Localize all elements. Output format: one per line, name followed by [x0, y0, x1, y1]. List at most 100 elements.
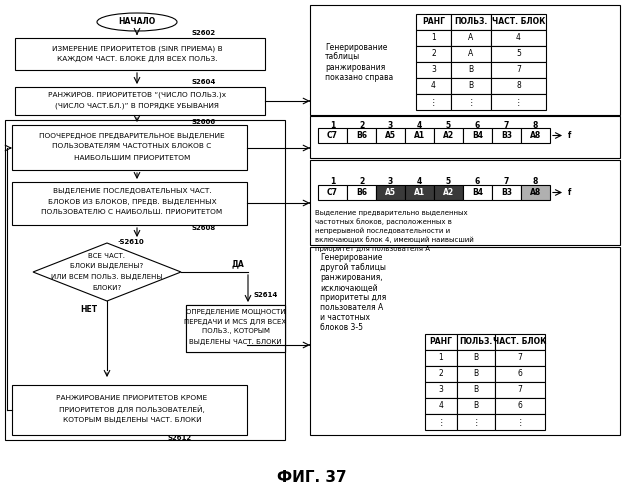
Text: и частотных: и частотных — [320, 314, 370, 322]
Bar — [491, 62, 546, 78]
Text: 1: 1 — [330, 178, 335, 186]
Bar — [376, 185, 405, 200]
Bar — [495, 350, 545, 366]
Text: ⋮: ⋮ — [438, 418, 445, 426]
Bar — [416, 78, 451, 94]
Text: 5: 5 — [446, 120, 451, 130]
Bar — [12, 125, 247, 170]
Bar — [318, 185, 347, 200]
Bar — [491, 46, 546, 62]
Text: ПООЧЕРЕДНОЕ ПРЕДВАРИТЕЛЬНОЕ ВЫДЕЛЕНИЕ: ПООЧЕРЕДНОЕ ПРЕДВАРИТЕЛЬНОЕ ВЫДЕЛЕНИЕ — [39, 132, 225, 138]
Text: ПОЛЬЗ.: ПОЛЬЗ. — [459, 338, 492, 346]
Bar — [457, 382, 495, 398]
Ellipse shape — [97, 13, 177, 31]
Bar — [451, 94, 491, 110]
Bar — [491, 78, 546, 94]
Bar — [310, 5, 620, 115]
Text: S2612: S2612 — [167, 435, 191, 441]
Bar — [347, 185, 376, 200]
Text: ВСЕ ЧАСТ.: ВСЕ ЧАСТ. — [89, 253, 126, 259]
Text: 6: 6 — [475, 178, 480, 186]
Bar — [521, 128, 550, 143]
Text: B4: B4 — [472, 188, 483, 197]
Text: другой таблицы: другой таблицы — [320, 264, 386, 272]
Text: пользователя А: пользователя А — [320, 304, 383, 312]
Text: Генерирование: Генерирование — [320, 254, 382, 262]
Text: БЛОКИ?: БЛОКИ? — [92, 285, 122, 291]
Text: ИЛИ ВСЕМ ПОЛЬЗ. ВЫДЕЛЕНЫ: ИЛИ ВСЕМ ПОЛЬЗ. ВЫДЕЛЕНЫ — [51, 274, 162, 280]
Text: B: B — [469, 66, 474, 74]
Text: 8: 8 — [532, 120, 538, 130]
Text: A: A — [468, 50, 474, 58]
Bar — [457, 398, 495, 414]
Bar — [186, 305, 285, 352]
Bar — [347, 128, 376, 143]
Text: БЛОКИ ВЫДЕЛЕНЫ?: БЛОКИ ВЫДЕЛЕНЫ? — [71, 263, 144, 269]
Text: S2604: S2604 — [192, 79, 216, 85]
Text: 4: 4 — [431, 82, 436, 90]
Text: ОПРЕДЕЛЕНИЕ МОЩНОСТИ: ОПРЕДЕЛЕНИЕ МОЩНОСТИ — [186, 308, 285, 314]
Text: ИЗМЕРЕНИЕ ПРИОРИТЕТОВ (SINR ПРИЕМА) В: ИЗМЕРЕНИЕ ПРИОРИТЕТОВ (SINR ПРИЕМА) В — [52, 46, 222, 52]
Text: исключающей: исключающей — [320, 284, 378, 292]
Bar — [495, 366, 545, 382]
Text: ФИГ. 37: ФИГ. 37 — [278, 470, 347, 486]
Bar — [318, 128, 347, 143]
Text: показано справа: показано справа — [325, 72, 393, 82]
Bar — [15, 38, 265, 70]
Text: 4: 4 — [516, 34, 521, 42]
Bar — [310, 160, 620, 245]
Text: КОТОРЫМ ВЫДЕЛЕНЫ ЧАСТ. БЛОКИ: КОТОРЫМ ВЫДЕЛЕНЫ ЧАСТ. БЛОКИ — [62, 417, 201, 423]
Text: ВЫДЕЛЕНЫ ЧАСТ. БЛОКИ: ВЫДЕЛЕНЫ ЧАСТ. БЛОКИ — [189, 338, 282, 344]
Text: 7: 7 — [516, 66, 521, 74]
Text: 3: 3 — [388, 178, 393, 186]
Text: ЧАСТ. БЛОК: ЧАСТ. БЛОК — [492, 18, 545, 26]
Text: S2608: S2608 — [192, 225, 216, 231]
Text: ПОЛЬЗОВАТЕЛЮ С НАИБОЛЬШ. ПРИОРИТЕТОМ: ПОЛЬЗОВАТЕЛЮ С НАИБОЛЬШ. ПРИОРИТЕТОМ — [41, 210, 222, 216]
Text: B: B — [474, 402, 479, 410]
Text: f: f — [568, 188, 571, 197]
Text: 7: 7 — [518, 354, 522, 362]
Bar — [405, 185, 434, 200]
Text: C7: C7 — [327, 131, 338, 140]
Text: 2: 2 — [431, 50, 436, 58]
Text: S2614: S2614 — [253, 292, 278, 298]
Bar — [416, 14, 451, 30]
Text: ДА: ДА — [232, 260, 244, 268]
Text: 4: 4 — [439, 402, 444, 410]
Bar — [434, 128, 463, 143]
Text: A5: A5 — [385, 188, 396, 197]
Text: ⋮: ⋮ — [516, 418, 524, 426]
Bar — [425, 414, 457, 430]
Bar — [416, 46, 451, 62]
Text: B3: B3 — [501, 131, 512, 140]
Text: ⋮: ⋮ — [430, 98, 437, 106]
Bar — [416, 62, 451, 78]
Text: B: B — [469, 82, 474, 90]
Text: 7: 7 — [504, 178, 509, 186]
Text: КАЖДОМ ЧАСТ. БЛОКЕ ДЛЯ ВСЕХ ПОЛЬЗ.: КАЖДОМ ЧАСТ. БЛОКЕ ДЛЯ ВСЕХ ПОЛЬЗ. — [57, 56, 218, 62]
Text: ПОЛЬЗ.: ПОЛЬЗ. — [454, 18, 488, 26]
Bar — [425, 366, 457, 382]
Bar — [416, 94, 451, 110]
Bar — [495, 334, 545, 350]
Bar — [495, 398, 545, 414]
Bar — [457, 350, 495, 366]
Bar — [457, 414, 495, 430]
Text: таблицы: таблицы — [325, 52, 360, 62]
Text: частотных блоков, расположенных в: частотных блоков, расположенных в — [315, 218, 452, 226]
Text: A1: A1 — [414, 131, 425, 140]
Text: 1: 1 — [330, 120, 335, 130]
Text: B: B — [474, 354, 479, 362]
Polygon shape — [33, 243, 181, 301]
Text: ⋮: ⋮ — [468, 98, 475, 106]
Text: 8: 8 — [516, 82, 521, 90]
Bar — [491, 30, 546, 46]
Bar — [425, 350, 457, 366]
Text: C7: C7 — [327, 188, 338, 197]
Bar — [495, 382, 545, 398]
Text: РАНЖИРОВ. ПРИОРИТЕТОВ “(ЧИСЛО ПОЛЬЗ.)х: РАНЖИРОВ. ПРИОРИТЕТОВ “(ЧИСЛО ПОЛЬЗ.)х — [48, 92, 226, 98]
Bar — [451, 62, 491, 78]
Bar — [491, 14, 546, 30]
Text: A2: A2 — [443, 131, 454, 140]
Text: ПОЛЬЗ., КОТОРЫМ: ПОЛЬЗ., КОТОРЫМ — [201, 328, 269, 334]
